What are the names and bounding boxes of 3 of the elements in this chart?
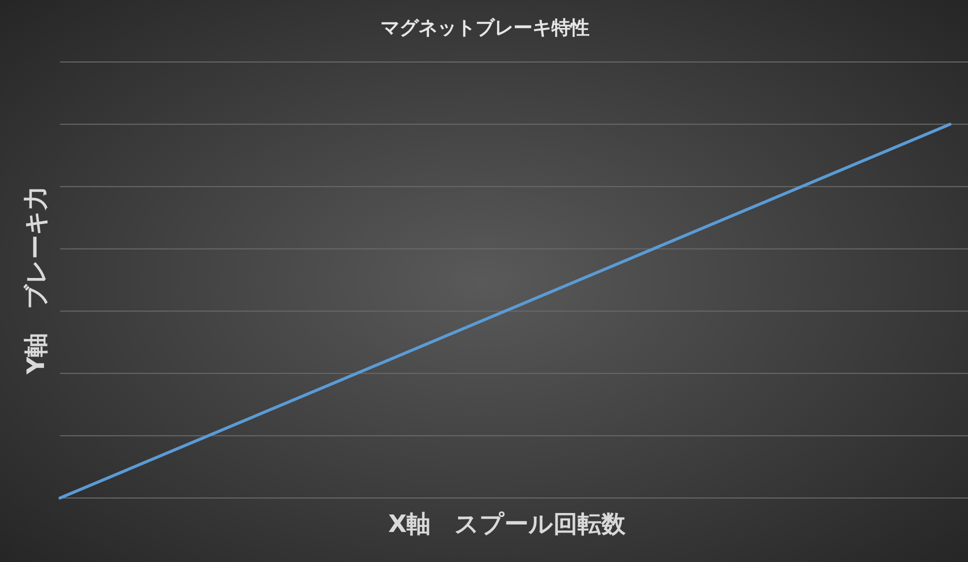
y-axis-title: Y軸 ブレーキ力 <box>22 186 50 376</box>
x-axis-title: X軸 スプール回転数 <box>388 510 627 538</box>
chart-title: マグネットブレーキ特性 <box>380 17 590 39</box>
